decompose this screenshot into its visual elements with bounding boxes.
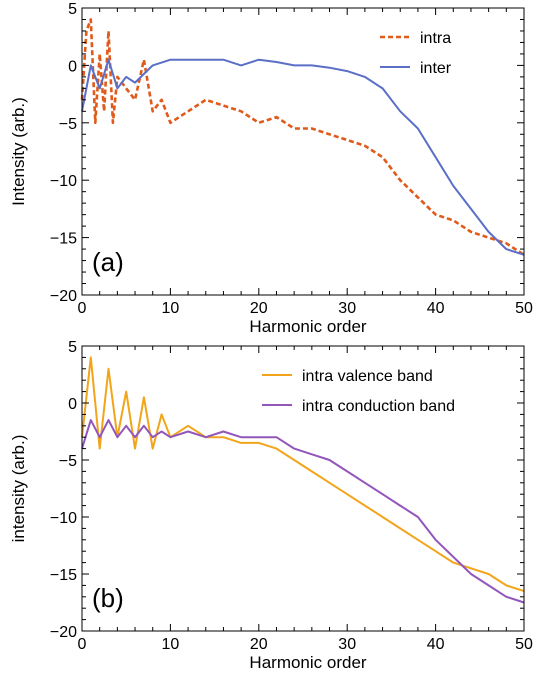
x-axis-label: Harmonic order [249,317,366,336]
x-tick-label: 30 [338,636,356,653]
x-tick-label: 20 [250,300,268,317]
legend-label: intra conduction band [302,398,455,415]
y-tick-label: −15 [50,231,77,248]
x-tick-label: 30 [338,300,356,317]
y-tick-label: −20 [50,288,77,305]
x-axis-label: Harmonic order [249,653,366,672]
series-line-intra [80,18,525,256]
x-tick-label: 40 [427,636,445,653]
series-line-inter [81,58,525,256]
legend-label: intra [420,30,451,47]
y-tick-label: −15 [50,567,77,584]
legend: intra valence band intra conduction band [262,368,455,415]
plot-frame [81,345,525,632]
y-tick-label: −10 [50,173,77,190]
panel-label: (a) [92,247,124,277]
x-tick-label: 10 [162,636,180,653]
x-tick-label: 0 [78,636,87,653]
x-tick-label: 40 [427,300,445,317]
y-tick-label: −10 [50,510,77,527]
x-tick-label: 0 [78,300,87,317]
y-tick-label: 0 [68,58,77,75]
panel-label: (b) [92,583,124,613]
plot-frame [81,7,525,296]
y-tick-label: −5 [59,453,77,470]
y-tick-label: −20 [50,624,77,641]
legend-label: inter [420,60,452,77]
y-axis-label: intensity (arb.) [9,435,28,543]
y-tick-label: 5 [68,339,77,356]
y-axis-label: Intensity (arb.) [9,97,28,206]
x-tick-label: 10 [162,300,180,317]
x-tick-label: 20 [250,636,268,653]
legend: intra inter [380,30,452,77]
y-tick-label: 5 [68,1,77,18]
x-tick-label: 50 [515,300,533,317]
y-tick-label: −5 [59,116,77,133]
series-line-intra-conduction-band [81,419,525,604]
legend-label: intra valence band [302,368,433,385]
series-line-intra-valence-band [81,356,525,593]
x-tick-label: 50 [515,636,533,653]
y-tick-label: 0 [68,396,77,413]
